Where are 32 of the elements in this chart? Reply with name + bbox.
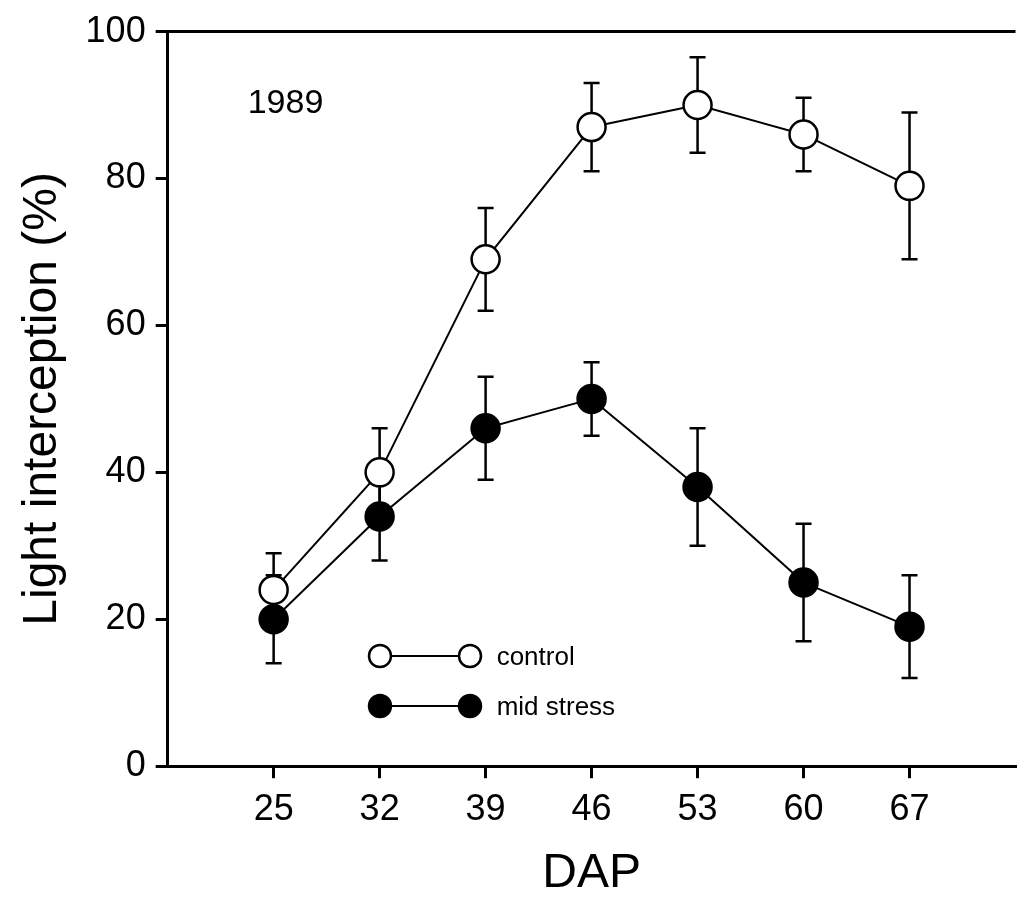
point xyxy=(470,244,501,275)
y-tick-label: 60 xyxy=(105,302,146,344)
x-tick-label: 60 xyxy=(783,786,824,828)
x-axis-title: DAP xyxy=(542,844,641,898)
y-tick-label: 80 xyxy=(105,155,146,197)
x-tick-label: 46 xyxy=(571,786,612,828)
y-tick-label: 0 xyxy=(125,743,146,785)
point xyxy=(788,567,819,598)
point xyxy=(258,604,289,635)
point xyxy=(470,413,501,444)
point xyxy=(894,611,925,642)
annotation: 1989 xyxy=(247,81,324,120)
point xyxy=(788,119,819,150)
point xyxy=(576,383,607,415)
point xyxy=(576,111,607,143)
x-tick-label: 25 xyxy=(253,786,294,828)
legend-label: mid stress xyxy=(496,690,616,722)
y-tick-label: 100 xyxy=(85,8,146,50)
x-tick-label: 53 xyxy=(677,786,718,828)
x-tick-label: 67 xyxy=(889,786,930,828)
point xyxy=(894,170,925,202)
x-tick-label: 39 xyxy=(465,786,506,828)
y-axis-title: Light interception (%) xyxy=(13,172,67,626)
x-tick-label: 32 xyxy=(359,786,400,828)
point xyxy=(682,89,713,121)
point xyxy=(364,501,395,532)
point xyxy=(258,574,289,606)
point xyxy=(364,457,395,488)
y-tick-label: 20 xyxy=(105,596,146,638)
point xyxy=(682,471,713,503)
y-tick-label: 40 xyxy=(105,449,146,491)
legend-label: control xyxy=(496,640,575,672)
